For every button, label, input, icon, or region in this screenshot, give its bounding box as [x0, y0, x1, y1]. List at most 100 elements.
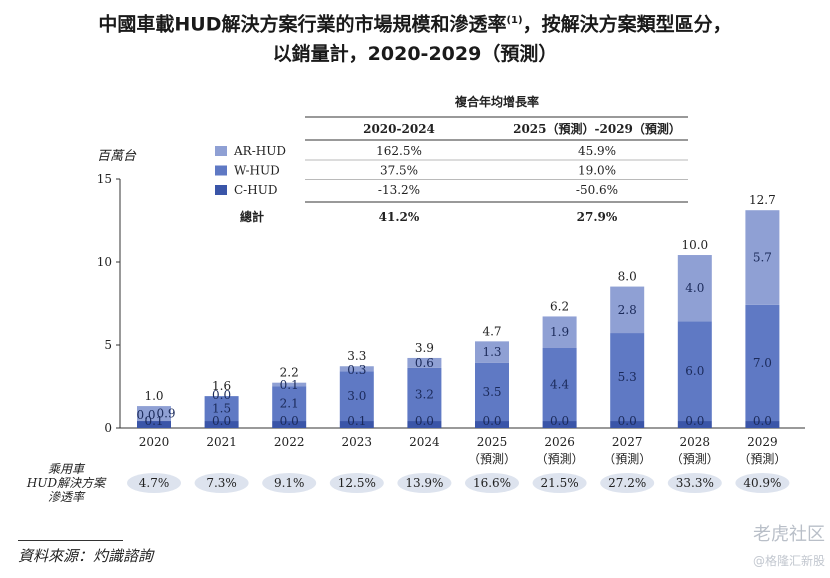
- title-main: 中國車載HUD解決方案行業的市場規模和滲透率: [98, 13, 507, 36]
- penetration-pill: [397, 473, 452, 493]
- penetration-pill: [667, 473, 722, 493]
- bar-segment-c-hud: [745, 421, 780, 428]
- penetration-value: 21.5%: [541, 476, 579, 490]
- data-label-total: 3.9: [415, 341, 434, 355]
- x-tick-sublabel: （預測）: [536, 452, 584, 466]
- penetration-value: 4.7%: [139, 476, 170, 490]
- legend-swatch-c-hud: [215, 185, 227, 195]
- chart-title-line1: 中國車載HUD解決方案行業的市場規模和滲透率(1)，按解決方案類型區分，: [0, 6, 830, 39]
- bar-segment-c-hud: [407, 421, 442, 428]
- data-label-ar-hud: 0.6: [415, 356, 434, 370]
- penetration-value: 7.3%: [206, 476, 237, 490]
- data-label-total: 8.0: [618, 270, 637, 284]
- data-label-ar-hud: 0.3: [347, 363, 366, 377]
- cagr-table-title: 複合年均增長率: [454, 94, 539, 109]
- data-label-total: 3.3: [347, 349, 366, 363]
- cagr-total-2020-2024: 41.2%: [379, 210, 420, 224]
- data-label-w-hud: 1.5: [212, 402, 231, 416]
- data-label-w-hud: 4.4: [550, 378, 569, 392]
- y-tick-label: 15: [97, 172, 112, 186]
- bar-segment-w-hud: [407, 367, 442, 422]
- x-tick-sublabel: （預測）: [671, 452, 719, 466]
- x-tick-label: 2027: [612, 435, 643, 449]
- bar-segment-w-hud: [542, 347, 577, 422]
- y-tick-label: 0: [104, 421, 112, 435]
- x-tick-label: 2020: [139, 435, 170, 449]
- data-label-w-hud: 6.0: [685, 364, 704, 378]
- data-label-total: 6.2: [550, 299, 569, 313]
- bar-segment-c-hud: [272, 421, 307, 428]
- data-label-total: 2.2: [280, 366, 299, 380]
- bar-segment-c-hud: [475, 421, 509, 428]
- cagr-header-2020-2024: 2020-2024: [363, 122, 435, 136]
- data-label-total: 12.7: [749, 193, 776, 207]
- data-label-c-hud: 0.1: [144, 414, 163, 428]
- legend-swatch-w-hud: [215, 165, 227, 176]
- bar-segment-ar-hud: [745, 210, 780, 305]
- penetration-value: 27.2%: [608, 476, 646, 490]
- bar-segment-ar-hud: [137, 406, 171, 422]
- x-tick-label: 2021: [206, 435, 237, 449]
- data-label-total: 10.0: [681, 238, 708, 252]
- data-label-c-hud: 0.1: [347, 414, 366, 428]
- data-label-c-hud: 0.0: [212, 414, 231, 428]
- data-label-total: 1.6: [212, 379, 231, 393]
- title-tail: ，按解決方案類型區分，: [522, 13, 732, 36]
- data-label-c-hud: 0.0: [550, 414, 569, 428]
- bar-segment-w-hud: [339, 371, 374, 422]
- x-tick-label: 2023: [342, 435, 373, 449]
- watermark-text: 老虎社区: [753, 524, 825, 545]
- x-tick-label: 2026: [544, 435, 575, 449]
- cagr-value-2025-2029: 19.0%: [578, 164, 616, 178]
- cagr-value-2020-2024: 162.5%: [376, 144, 422, 158]
- source-note: 資料來源：灼識諮詢: [18, 547, 154, 565]
- penetration-pill: [262, 473, 317, 493]
- bar-segment-w-hud: [677, 321, 712, 422]
- x-tick-label: 2028: [680, 435, 711, 449]
- data-label-total: 1.0: [144, 389, 163, 403]
- data-label-c-hud: 0.0: [753, 414, 772, 428]
- y-axis-unit-label: 百萬台: [97, 149, 137, 164]
- cagr-value-2020-2024: -13.2%: [378, 183, 420, 197]
- y-tick-label: 5: [104, 338, 112, 352]
- data-label-total: 4.7: [482, 324, 501, 338]
- penetration-pill: [735, 473, 790, 493]
- y-tick-label: 10: [97, 255, 112, 269]
- bar-segment-c-hud: [677, 421, 712, 428]
- bar-segment-c-hud: [137, 421, 171, 428]
- data-label-ar-hud: 4.0: [685, 281, 704, 295]
- bar-segment-c-hud: [610, 421, 645, 428]
- penetration-pill: [600, 473, 655, 493]
- cagr-total-label: 總計: [240, 209, 264, 224]
- bar-segment-c-hud: [339, 421, 374, 428]
- data-label-ar-hud: 0.9: [156, 407, 175, 421]
- bar-segment-ar-hud: [542, 316, 577, 348]
- x-tick-sublabel: （預測）: [468, 452, 516, 466]
- x-tick-label: 2025: [477, 435, 508, 449]
- data-label-ar-hud: 0.0: [212, 388, 231, 402]
- chart-title: 中國車載HUD解決方案行業的市場規模和滲透率(1)，按解決方案類型區分， 以銷量…: [0, 6, 830, 69]
- bar-segment-ar-hud: [475, 341, 509, 363]
- penetration-pill: [465, 473, 519, 493]
- bar-segment-c-hud: [542, 421, 577, 428]
- x-tick-sublabel: （預測）: [738, 452, 786, 466]
- penetration-row-label: 滲透率: [48, 490, 86, 504]
- bar-segment-ar-hud: [677, 255, 712, 322]
- bar-segment-ar-hud: [272, 382, 307, 387]
- bar-segment-w-hud: [272, 386, 307, 422]
- bar-segment-ar-hud: [339, 366, 374, 372]
- data-label-w-hud: 3.2: [415, 387, 434, 401]
- penetration-value: 33.3%: [676, 476, 714, 490]
- penetration-value: 40.9%: [743, 476, 781, 490]
- cagr-value-2020-2024: 37.5%: [380, 164, 418, 178]
- legend-label-w-hud: W-HUD: [234, 164, 280, 178]
- penetration-pill: [532, 473, 587, 493]
- cagr-value-2025-2029: -50.6%: [576, 183, 618, 197]
- bar-segment-w-hud: [475, 362, 509, 422]
- cagr-header-2025-2029: 2025（預測）-2029（預測）: [513, 121, 681, 136]
- bar-segment-c-hud: [204, 421, 239, 428]
- data-label-ar-hud: 0.1: [280, 378, 299, 392]
- title-footnote-mark: (1): [506, 15, 523, 26]
- bar-segment-w-hud: [204, 396, 239, 422]
